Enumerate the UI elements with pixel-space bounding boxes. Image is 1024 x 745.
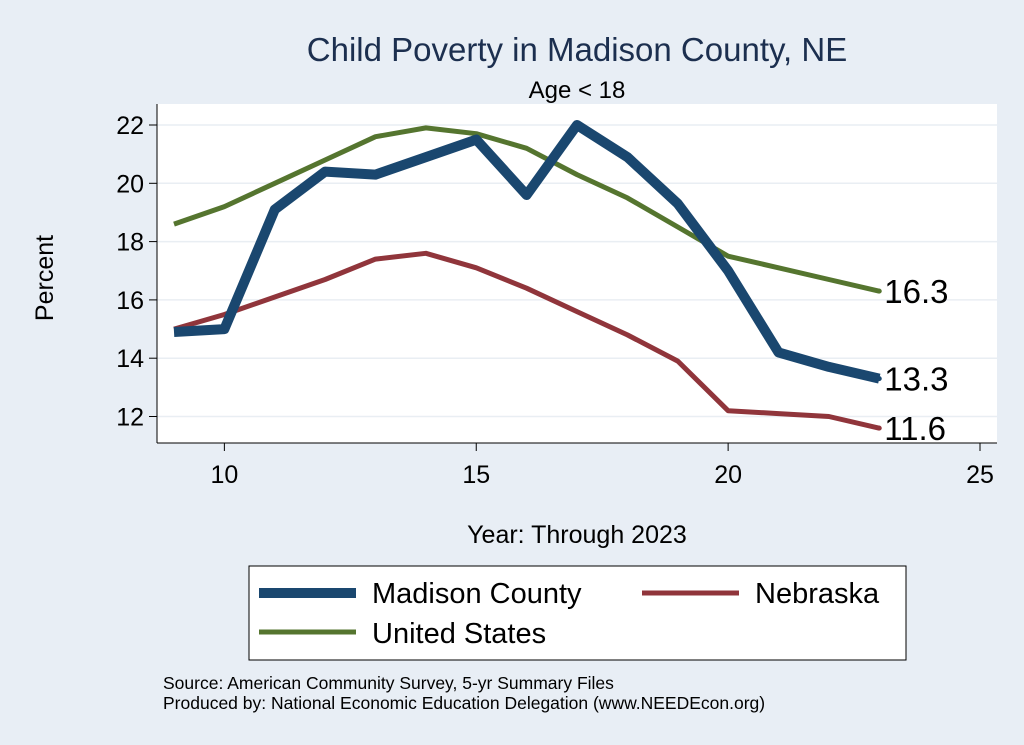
chart-subtitle: Age < 18 xyxy=(529,77,626,104)
end-marker-madison-county xyxy=(876,376,882,382)
plot-area xyxy=(157,104,997,443)
legend: Madison County Nebraska United States xyxy=(248,565,907,661)
end-label-madison-county: 13.3 xyxy=(884,361,948,398)
y-axis-label: Percent xyxy=(31,235,59,321)
y-tick-label-18: 18 xyxy=(116,229,144,257)
source-note: Source: American Community Survey, 5-yr … xyxy=(163,673,614,693)
legend-label-madison: Madison County xyxy=(372,578,582,610)
x-axis-label: Year: Through 2023 xyxy=(467,521,687,549)
series-lines xyxy=(173,120,881,431)
legend-label-us: United States xyxy=(372,618,546,650)
end-marker-united-states xyxy=(876,288,882,294)
legend-label-nebraska: Nebraska xyxy=(755,578,880,610)
end-labels: 13.3 11.6 16.3 xyxy=(876,273,948,447)
y-tick-label-22: 22 xyxy=(116,112,144,140)
producer-note: Produced by: National Economic Education… xyxy=(163,693,765,713)
series-line-united-states xyxy=(173,125,880,294)
x-tick-label-25: 25 xyxy=(966,461,994,489)
axes: 12 14 16 18 20 22 10 15 20 25 xyxy=(116,104,997,489)
series-line-nebraska xyxy=(173,250,880,431)
y-tick-label-16: 16 xyxy=(116,287,144,315)
end-label-nebraska: 11.6 xyxy=(884,410,946,447)
y-tick-label-14: 14 xyxy=(116,345,144,373)
y-tick-label-12: 12 xyxy=(116,404,144,432)
x-tick-label-10: 10 xyxy=(210,461,238,489)
x-tick-label-15: 15 xyxy=(462,461,490,489)
end-label-united-states: 16.3 xyxy=(884,273,948,310)
chart-title: Child Poverty in Madison County, NE xyxy=(307,31,847,68)
y-tick-label-20: 20 xyxy=(116,170,144,198)
series-line-madison-county xyxy=(173,120,881,384)
legend-box xyxy=(248,565,907,661)
end-marker-nebraska xyxy=(876,425,882,431)
x-tick-label-20: 20 xyxy=(714,461,742,489)
